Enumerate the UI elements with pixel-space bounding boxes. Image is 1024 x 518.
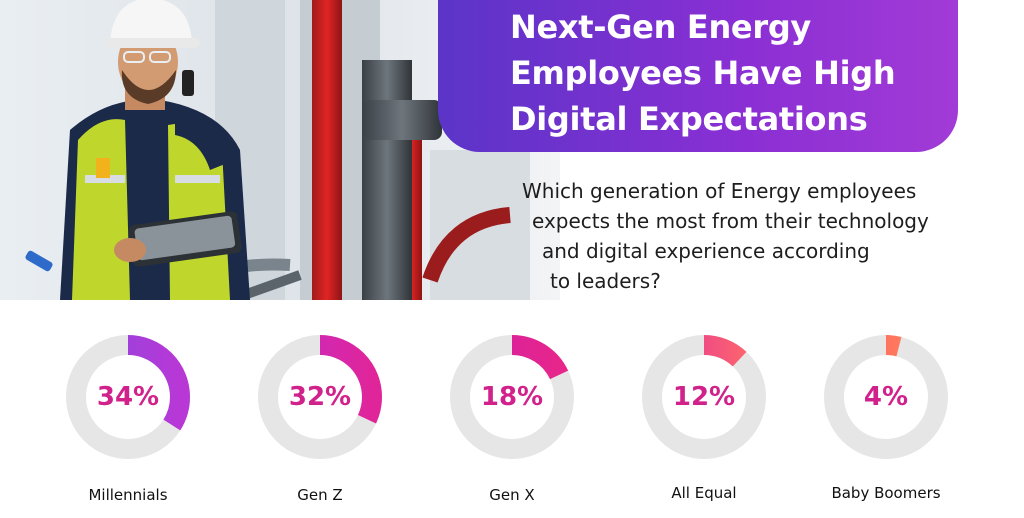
title-line-1: Next-Gen Energy <box>510 8 811 46</box>
category-label: Baby Boomers <box>831 484 941 502</box>
donut-svg <box>824 335 948 459</box>
page-title: Next-Gen Energy Employees Have High Digi… <box>510 4 950 142</box>
donut-arc-all-equal <box>642 335 766 459</box>
percent-label: 32% <box>288 382 352 412</box>
donut-baby-boomers: 4% <box>822 333 950 461</box>
question-line-2: expects the most from their technology <box>532 209 929 233</box>
question-line-3: and digital experience according <box>542 239 870 263</box>
donut-svg <box>450 335 574 459</box>
category-label: Millennials <box>88 486 168 504</box>
donut-svg <box>258 335 382 459</box>
donut-arc-baby-boomers <box>824 335 948 459</box>
percent-label: 18% <box>480 382 544 412</box>
industrial-scene-illustration <box>0 0 560 305</box>
title-line-2: Employees Have High <box>510 54 896 92</box>
donut-svg <box>642 335 766 459</box>
percent-label: 34% <box>96 382 160 412</box>
worker-photo <box>0 0 560 305</box>
percent-label: 12% <box>672 382 736 412</box>
percent-label: 4% <box>863 382 909 412</box>
category-label: Gen X <box>489 486 535 504</box>
title-banner: Next-Gen Energy Employees Have High Digi… <box>438 0 958 152</box>
category-label: Gen Z <box>297 486 343 504</box>
survey-question: Which generation of Energy employees exp… <box>522 176 972 296</box>
question-line-4: to leaders? <box>550 269 661 293</box>
donut-all-equal: 12% <box>640 333 768 461</box>
donut-arc-millennials <box>66 335 190 459</box>
donut-arc-gen-x <box>450 335 574 459</box>
donut-arc-gen-z <box>258 335 382 459</box>
question-line-1: Which generation of Energy employees <box>522 179 917 203</box>
title-line-3: Digital Expectations <box>510 100 868 138</box>
donut-gen-x: 18% <box>448 333 576 461</box>
donut-gen-z: 32% <box>256 333 384 461</box>
donut-chart-row: 34% Millennials 32% Gen Z 18% Gen X 12% All Equ… <box>0 300 1024 518</box>
donut-millennials: 34% <box>64 333 192 461</box>
donut-svg <box>66 335 190 459</box>
category-label: All Equal <box>671 484 737 502</box>
